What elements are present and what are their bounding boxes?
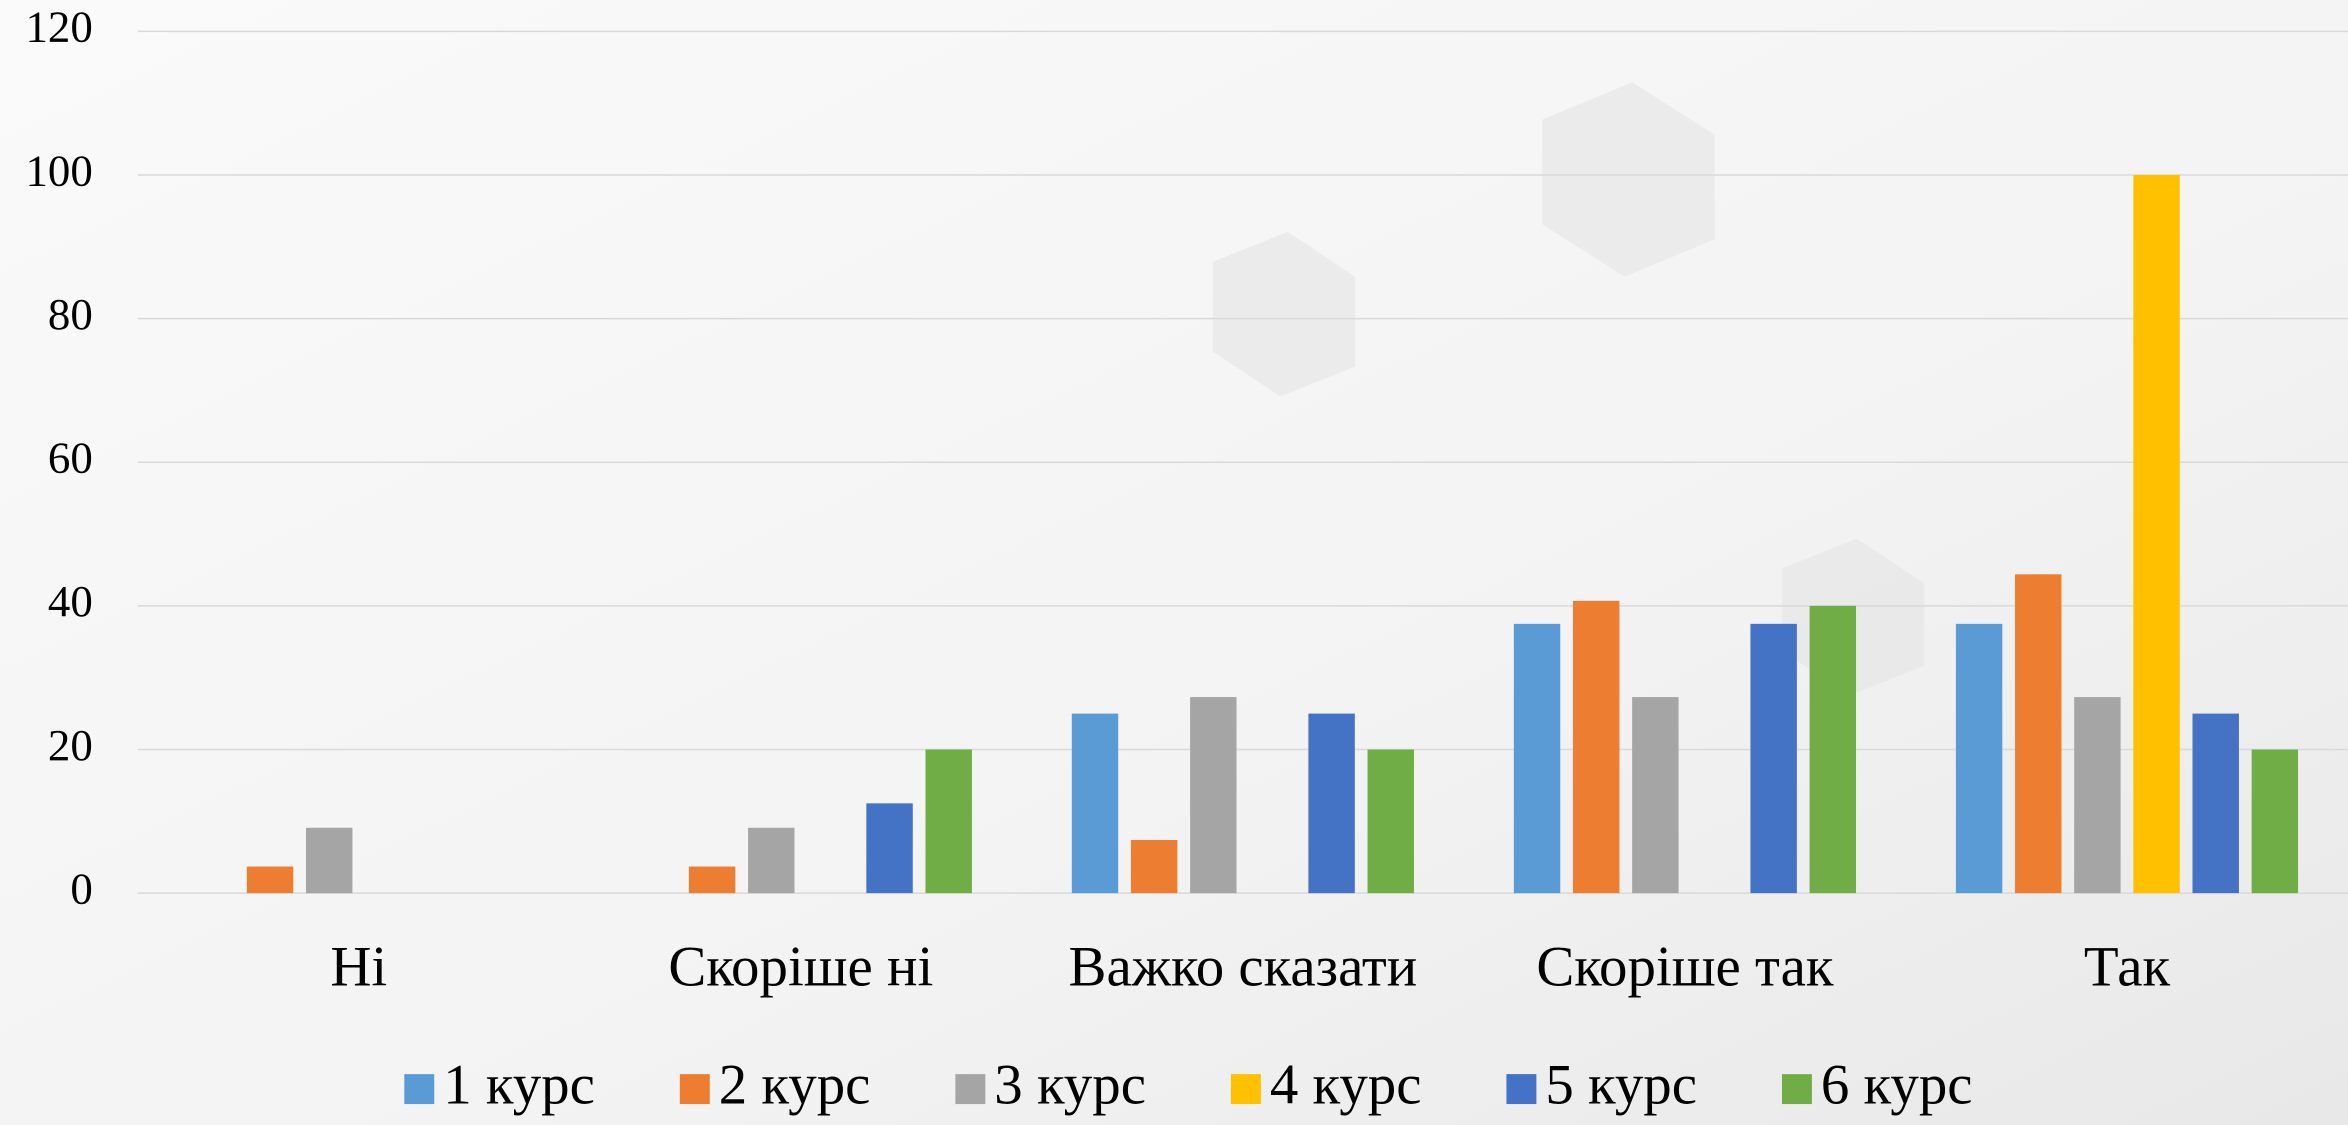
x-tick-label: Так [2084,935,2171,998]
bar [1308,713,1355,894]
y-tick-label: 80 [48,289,93,339]
bar [1513,623,1561,894]
y-tick-label: 20 [48,720,93,770]
bar [1750,623,1797,894]
legend-label: 4 курс [1270,1054,1422,1117]
x-tick-label: Важко сказати [1069,935,1418,998]
legend-label: 5 курс [1545,1054,1697,1117]
bar [246,866,294,894]
legend-label: 1 курс [443,1054,595,1117]
legend-swatch [679,1074,710,1105]
legend-swatch [1506,1074,1537,1105]
x-tick-label: Скоріше ні [668,935,933,998]
bar [688,866,736,894]
bar [1632,697,1679,894]
y-tick-label: 0 [70,863,92,913]
x-tick-label: Ні [330,935,387,998]
bar [306,827,353,894]
bar [866,803,913,894]
bar [1071,713,1119,894]
legend-label: 2 курс [719,1054,871,1117]
x-tick-label: Скоріше так [1536,935,1833,998]
bar [2251,749,2299,894]
bar [1572,600,1620,894]
bar [2192,713,2239,894]
bar [1809,605,1857,894]
legend-label: 6 курс [1821,1054,1973,1117]
bar [748,827,795,894]
legend-swatch [1230,1074,1261,1105]
y-tick-label: 120 [25,2,92,52]
y-tick-label: 40 [48,576,93,626]
bar [2133,175,2180,894]
legend-label: 3 курс [994,1054,1146,1117]
bar [2074,697,2121,894]
bar [1130,839,1178,894]
legend-swatch [404,1074,435,1105]
bar [1190,697,1237,894]
legend-swatch [1781,1074,1812,1105]
y-tick-label: 60 [48,433,93,483]
legend-swatch [955,1074,986,1105]
bar [1367,749,1414,894]
bar [925,749,972,894]
bar [2015,574,2062,894]
bar [1955,623,2003,894]
y-tick-label: 100 [25,145,92,195]
